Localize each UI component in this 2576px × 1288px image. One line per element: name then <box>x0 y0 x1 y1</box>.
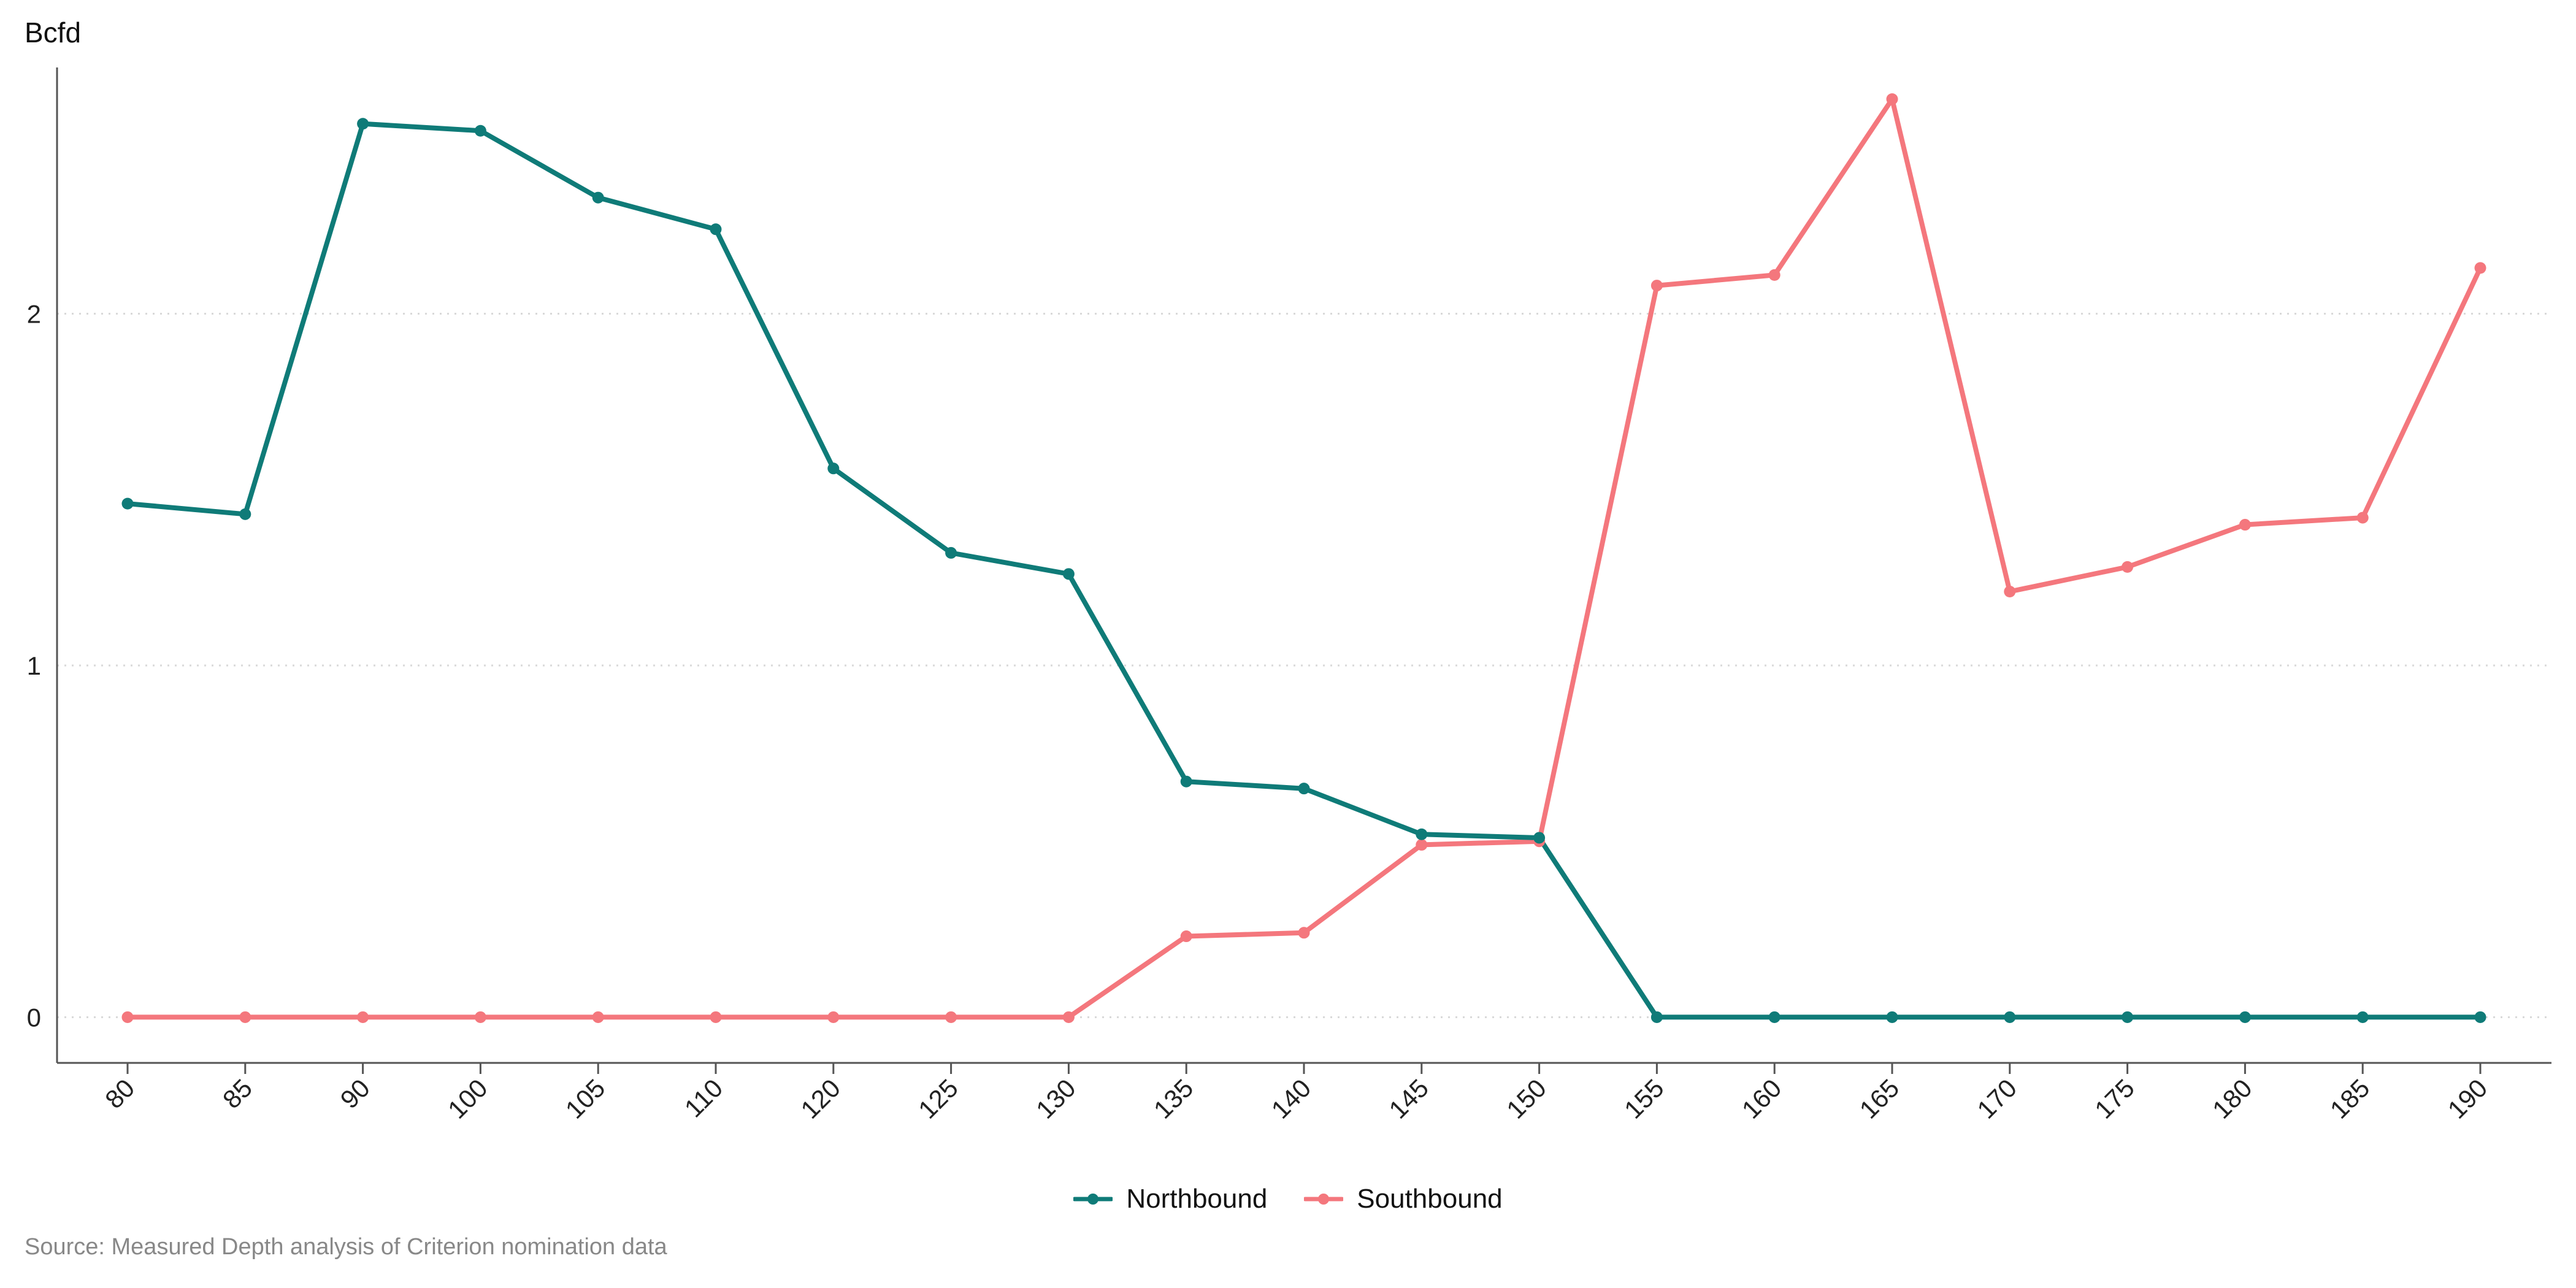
legend-label-northbound: Northbound <box>1126 1184 1268 1214</box>
data-point-northbound-90 <box>357 118 369 130</box>
data-point-southbound-155 <box>1650 280 1663 292</box>
data-point-northbound-190 <box>2474 1011 2486 1023</box>
x-tick-label-190: 190 <box>2442 1073 2493 1124</box>
x-tick-label-135: 135 <box>1148 1073 1199 1124</box>
y-tick-label-0: 0 <box>27 1003 41 1032</box>
data-point-southbound-100 <box>474 1011 486 1023</box>
data-point-northbound-160 <box>1768 1011 1781 1023</box>
x-tick-label-145: 145 <box>1383 1073 1434 1124</box>
data-point-northbound-185 <box>2356 1011 2369 1023</box>
data-point-northbound-180 <box>2239 1011 2251 1023</box>
data-point-southbound-175 <box>2122 561 2134 573</box>
data-point-northbound-150 <box>1533 832 1546 844</box>
y-tick-label-1: 1 <box>27 651 41 680</box>
data-point-southbound-180 <box>2239 519 2251 531</box>
data-point-northbound-140 <box>1298 783 1310 795</box>
x-tick-label-80: 80 <box>99 1073 140 1114</box>
data-point-southbound-125 <box>945 1011 957 1023</box>
x-tick-label-155: 155 <box>1619 1073 1669 1124</box>
data-point-southbound-90 <box>357 1011 369 1023</box>
data-point-northbound-125 <box>945 546 957 559</box>
data-point-southbound-170 <box>2004 586 2016 598</box>
x-tick-label-180: 180 <box>2207 1073 2258 1124</box>
source-note: Source: Measured Depth analysis of Crite… <box>25 1234 667 1260</box>
x-tick-label-165: 165 <box>1854 1073 1905 1124</box>
y-axis-label: Bcfd <box>25 17 82 48</box>
data-point-northbound-110 <box>710 223 722 236</box>
data-point-northbound-120 <box>827 462 840 475</box>
data-point-northbound-145 <box>1416 828 1428 840</box>
data-point-southbound-145 <box>1416 838 1428 851</box>
data-point-northbound-105 <box>592 191 604 204</box>
x-tick-label-160: 160 <box>1736 1073 1787 1124</box>
data-point-southbound-140 <box>1298 927 1310 939</box>
axes: 0 1 2 80 85 90 100 105 110 120 125 130 135 140 145 150 1… <box>27 67 2551 1124</box>
x-tick-label-105: 105 <box>560 1073 611 1124</box>
data-point-southbound-80 <box>121 1011 134 1023</box>
data-point-southbound-190 <box>2474 262 2486 274</box>
data-point-southbound-135 <box>1180 930 1192 943</box>
data-point-northbound-155 <box>1650 1011 1663 1023</box>
x-tick-label-110: 110 <box>679 1073 729 1123</box>
legend-item-southbound[interactable]: Southbound <box>1304 1184 1503 1214</box>
series-lines <box>125 96 2483 1020</box>
data-point-northbound-170 <box>2004 1011 2016 1023</box>
x-tick-label-120: 120 <box>795 1073 846 1124</box>
data-point-southbound-130 <box>1062 1011 1075 1023</box>
data-point-southbound-160 <box>1768 269 1781 281</box>
x-tick-label-90: 90 <box>335 1073 375 1114</box>
data-point-southbound-85 <box>239 1011 251 1023</box>
x-tick-label-100: 100 <box>442 1073 493 1124</box>
y-tick-label-2: 2 <box>27 299 41 328</box>
x-tick-label-150: 150 <box>1501 1073 1552 1124</box>
legend-label-southbound: Southbound <box>1357 1184 1503 1214</box>
legend: Northbound Southbound <box>0 1184 2576 1214</box>
data-point-northbound-165 <box>1886 1011 1898 1023</box>
data-point-southbound-105 <box>592 1011 604 1023</box>
legend-item-northbound[interactable]: Northbound <box>1073 1184 1267 1214</box>
x-tick-label-85: 85 <box>217 1073 258 1114</box>
x-tick-label-140: 140 <box>1266 1073 1317 1124</box>
data-point-southbound-110 <box>710 1011 722 1023</box>
gridlines <box>57 312 2551 1018</box>
legend-key-northbound <box>1073 1194 1113 1205</box>
data-point-northbound-85 <box>239 508 251 520</box>
data-point-northbound-135 <box>1180 775 1192 788</box>
data-point-southbound-120 <box>827 1011 840 1023</box>
x-tick-label-175: 175 <box>2089 1073 2140 1124</box>
data-point-northbound-100 <box>474 125 486 137</box>
x-tick-label-170: 170 <box>1971 1073 2022 1124</box>
x-tick-label-125: 125 <box>913 1073 964 1124</box>
data-point-northbound-80 <box>121 497 134 510</box>
data-point-northbound-175 <box>2122 1011 2134 1023</box>
x-tick-label-130: 130 <box>1030 1073 1081 1124</box>
data-point-northbound-130 <box>1062 568 1075 580</box>
series-line-southbound <box>125 96 2483 1020</box>
legend-key-southbound <box>1304 1194 1344 1205</box>
series-points <box>121 93 2486 1023</box>
data-point-southbound-165 <box>1886 93 1898 105</box>
data-point-southbound-185 <box>2356 512 2369 524</box>
x-tick-label-185: 185 <box>2325 1073 2375 1124</box>
